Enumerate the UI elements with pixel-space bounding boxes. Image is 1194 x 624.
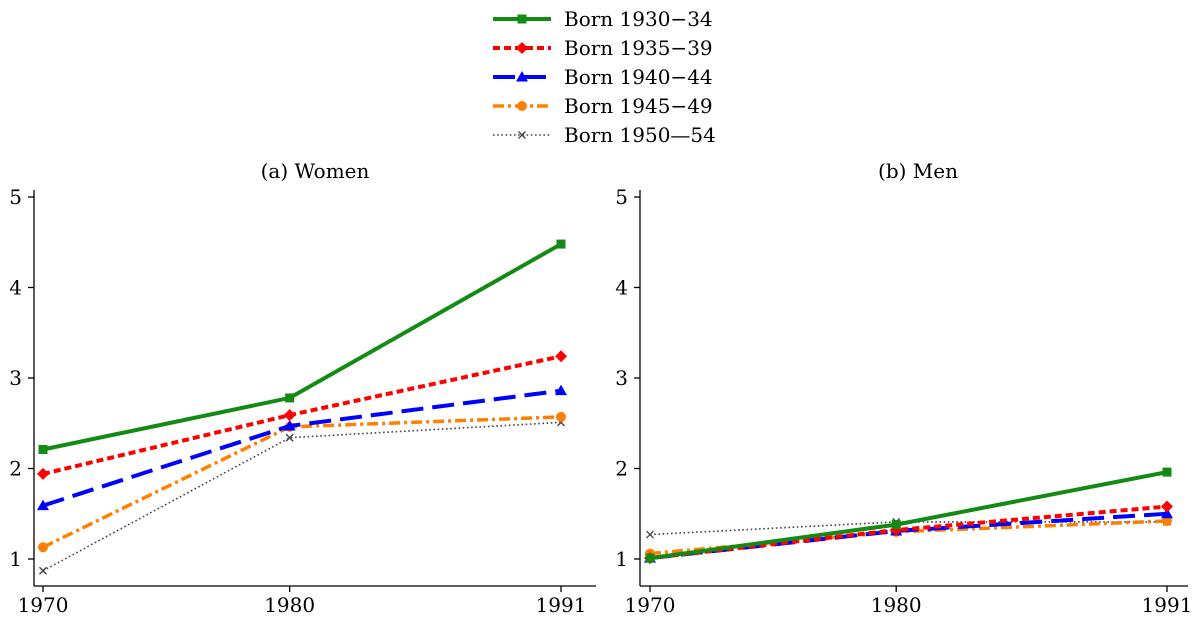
- legend: Born 1930−34 Born 1935−39 Born 1940−44 Born…: [493, 7, 716, 147]
- series-line: [42, 421, 562, 572]
- square-marker: [1162, 467, 1172, 477]
- legend-label: Born 1950—54: [564, 123, 716, 147]
- diamond-marker: [37, 467, 49, 480]
- y-tick-label: 2: [9, 457, 22, 481]
- series-3: [644, 507, 1173, 563]
- series-2: [37, 350, 567, 480]
- legend-item: Born 1950—54: [493, 123, 716, 147]
- panels: (a) Women 1 2 3 4 5 1970 1980 1991 (b) Men 1 2 3 4 5 19…: [9, 159, 1192, 617]
- legend-label: Born 1930−34: [564, 7, 713, 31]
- legend-label: Born 1935−39: [564, 36, 713, 60]
- x-tick-label: 1991: [536, 593, 587, 617]
- x-marker: [518, 131, 526, 139]
- y-tick-label: 3: [615, 366, 628, 390]
- series-line: [42, 388, 562, 508]
- series-line: [42, 354, 562, 476]
- triangle-marker: [516, 71, 528, 82]
- diamond-marker: [516, 42, 528, 54]
- x-tick-label: 1991: [1142, 593, 1193, 617]
- y-tick-label: 4: [9, 276, 22, 300]
- square-marker: [38, 444, 48, 454]
- panel-title: (a) Women: [261, 159, 370, 183]
- diamond-marker: [555, 350, 567, 363]
- triangle-marker: [283, 419, 296, 431]
- triangle-marker: [555, 384, 567, 396]
- circle-marker: [38, 542, 48, 553]
- series-3: [37, 384, 567, 511]
- circle-marker: [517, 101, 527, 111]
- x-marker: [646, 530, 654, 539]
- triangle-marker: [1161, 507, 1173, 519]
- circle-marker: [1162, 515, 1172, 526]
- square-marker: [285, 393, 295, 403]
- panel-title: (b) Men: [878, 159, 958, 183]
- y-tick-label: 5: [615, 185, 628, 209]
- legend-item: Born 1940−44: [493, 65, 713, 89]
- x-tick-label: 1970: [625, 593, 676, 617]
- legend-item: Born 1945−49: [493, 94, 713, 118]
- x-tick-label: 1980: [871, 593, 922, 617]
- series-1: [38, 239, 566, 454]
- series-1: [645, 467, 1172, 563]
- legend-label: Born 1945−49: [564, 94, 713, 118]
- triangle-marker: [37, 499, 49, 511]
- circle-marker: [556, 411, 566, 422]
- y-tick-label: 2: [615, 457, 628, 481]
- square-marker: [556, 239, 566, 249]
- x-tick-label: 1980: [264, 593, 315, 617]
- y-tick-label: 1: [615, 547, 628, 571]
- x-marker: [39, 566, 47, 575]
- panel-men: (b) Men 1 2 3 4 5 1970 1980 1991: [615, 159, 1192, 617]
- square-marker: [891, 520, 901, 530]
- square-marker: [517, 14, 527, 24]
- y-tick-label: 4: [615, 276, 628, 300]
- y-tick-label: 5: [9, 185, 22, 209]
- x-marker: [285, 433, 294, 442]
- diamond-marker: [1161, 500, 1173, 513]
- x-tick-label: 1970: [18, 593, 69, 617]
- legend-item: Born 1935−39: [493, 36, 713, 60]
- y-tick-label: 1: [9, 547, 22, 571]
- y-tick-label: 3: [9, 366, 22, 390]
- series-5: [39, 418, 565, 575]
- legend-item: Born 1930−34: [493, 7, 713, 31]
- panel-women: (a) Women 1 2 3 4 5 1970 1980 1991: [9, 159, 596, 617]
- legend-label: Born 1940−44: [564, 65, 713, 89]
- diamond-marker: [283, 409, 296, 422]
- square-marker: [645, 553, 655, 563]
